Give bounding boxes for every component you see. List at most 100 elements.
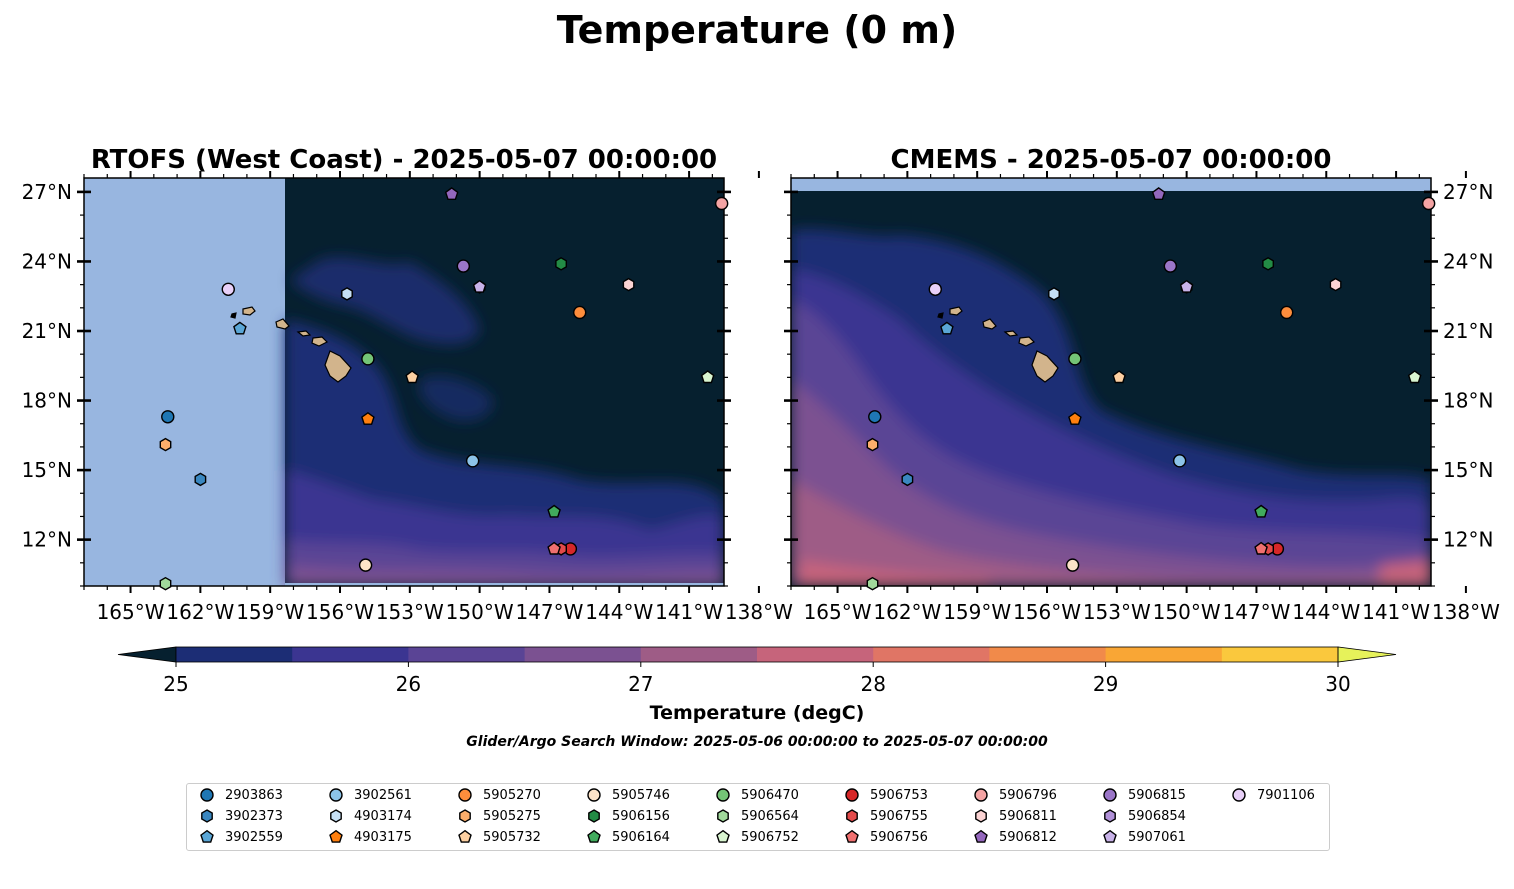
rtofs-x-tick-label: 141°W — [655, 600, 723, 624]
cmems-x-tick-label: 153°W — [1083, 600, 1151, 624]
rtofs-float-5906756 — [547, 541, 561, 555]
rtofs-x-tick-label: 150°W — [446, 600, 514, 624]
legend-marker-5906470 — [716, 788, 730, 802]
rtofs-float-5906811 — [622, 277, 635, 292]
legend-label: 5907061 — [1128, 829, 1186, 845]
cmems-y-tick-label: 18°N — [1443, 389, 1493, 413]
rtofs-y-tick-label: 21°N — [22, 319, 72, 343]
rtofs-panel-title: RTOFS (West Coast) - 2025-05-07 00:00:00 — [91, 145, 717, 175]
rtofs-x-tick-label: 147°W — [515, 600, 583, 624]
cmems-x-tick-label: 150°W — [1153, 600, 1221, 624]
rtofs-float-markers — [159, 187, 729, 591]
hexagon-marker-icon — [846, 809, 858, 823]
legend-item-4903175: 4903175 — [327, 827, 412, 847]
rtofs-y-tick-label: 18°N — [22, 389, 72, 413]
legend-marker-5906752 — [716, 829, 730, 843]
circle-marker-icon — [1232, 788, 1246, 802]
cmems-axis-ticks: 165°W 162°W 159°W 156°W 153°W 150°W 147°W 144°W… — [784, 171, 1500, 624]
rtofs-float-5905732 — [405, 370, 419, 384]
cmems-float-5906164 — [1254, 504, 1268, 518]
cmems-x-tick-label: 144°W — [1292, 600, 1360, 624]
legend-item-5906755: 5906755 — [843, 806, 928, 826]
legend-marker-3902373 — [201, 809, 213, 823]
cmems-float-5906752 — [1407, 370, 1422, 384]
legend-item-5906812: 5906812 — [972, 827, 1057, 847]
legend-label: 5906470 — [741, 787, 799, 803]
colorbar-label: Temperature (degC) — [650, 702, 865, 724]
legend-item-5906756: 5906756 — [843, 827, 928, 847]
legend-label: 5905270 — [483, 787, 541, 803]
legend-marker-5906756 — [845, 829, 859, 843]
legend-label: 3902373 — [225, 808, 283, 824]
circle-marker-icon — [1103, 788, 1117, 802]
cmems-panel-title: CMEMS - 2025-05-07 00:00:00 — [891, 145, 1332, 175]
circle-marker-icon — [716, 788, 730, 802]
colorbar-segment — [1105, 647, 1223, 662]
rtofs-map-panel: RTOFS (West Coast) - 2025-05-07 00:00:00 — [22, 145, 794, 624]
rtofs-float-5906164 — [547, 504, 561, 518]
legend-item-5906164: 5906164 — [585, 827, 670, 847]
pentagon-marker-icon — [587, 829, 601, 843]
cmems-float-5905270 — [1280, 305, 1294, 320]
legend-item-5906470: 5906470 — [714, 785, 799, 805]
rtofs-temperature-field — [285, 178, 724, 586]
hexagon-marker-icon — [588, 809, 600, 823]
legend-marker-5906796 — [974, 788, 988, 802]
legend-marker-3902559 — [200, 829, 214, 843]
rtofs-x-tick-label: 156°W — [306, 600, 374, 624]
legend-marker-5905275 — [459, 809, 471, 823]
cmems-float-5907061 — [1179, 279, 1194, 293]
rtofs-float-3902559 — [233, 321, 247, 335]
cmems-float-4903174 — [1048, 287, 1060, 301]
pentagon-marker-icon — [974, 829, 988, 843]
colorbar-segment — [757, 647, 874, 662]
rtofs-float-3902373 — [194, 472, 207, 487]
legend-marker-5906854 — [1104, 809, 1116, 823]
legend-item-5905746: 5905746 — [585, 785, 670, 805]
legend-label: 3902561 — [354, 787, 412, 803]
cmems-float-5905275 — [866, 437, 879, 452]
colorbar-segment — [1221, 647, 1339, 662]
legend-item-5906815: 5906815 — [1101, 785, 1186, 805]
hexagon-marker-icon — [975, 809, 987, 823]
cmems-y-tick-label: 12°N — [1443, 528, 1493, 552]
pentagon-marker-icon — [716, 829, 730, 843]
search-window-note: Glider/Argo Search Window: 2025-05-06 00… — [466, 734, 1048, 750]
cmems-y-tick-label: 24°N — [1443, 249, 1493, 273]
legend-label: 4903174 — [354, 808, 412, 824]
colorbar-tick-label: 29 — [1093, 672, 1118, 696]
legend-item-5906796: 5906796 — [972, 785, 1057, 805]
cmems-x-tick-label: 156°W — [1013, 600, 1081, 624]
cmems-float-2903863 — [868, 410, 882, 424]
colorbar-segment — [989, 647, 1107, 662]
rtofs-float-5906156 — [555, 256, 567, 271]
pentagon-marker-icon — [329, 829, 343, 843]
circle-marker-icon — [200, 788, 214, 802]
cmems-x-tick-label: 141°W — [1362, 600, 1430, 624]
rtofs-plot-frame — [83, 177, 725, 587]
rtofs-float-7901106 — [221, 282, 235, 296]
hexagon-marker-icon — [1104, 809, 1116, 823]
legend-marker-5905732 — [458, 829, 472, 843]
cmems-float-3902559 — [940, 321, 954, 335]
legend-item-4903174: 4903174 — [327, 806, 412, 826]
rtofs-x-tick-label: 165°W — [97, 600, 165, 624]
colorbar-tick-label: 26 — [396, 672, 421, 696]
legend-label: 3902559 — [225, 829, 283, 845]
legend-item-5906156: 5906156 — [585, 806, 670, 826]
legend-label: 5905732 — [483, 829, 541, 845]
legend-marker-3902561 — [329, 788, 343, 802]
legend-item-3902373: 3902373 — [198, 806, 283, 826]
legend-label: 5906564 — [741, 808, 799, 824]
pentagon-marker-icon — [1103, 829, 1117, 843]
temperature-colorbar: 25 26 27 28 29 30 — [117, 646, 1397, 696]
legend-label: 5906164 — [612, 829, 670, 845]
rtofs-y-tick-label: 24°N — [22, 249, 72, 273]
rtofs-float-5905270 — [573, 305, 587, 320]
legend-marker-5907061 — [1103, 829, 1117, 843]
colorbar-tick-label: 28 — [860, 672, 885, 696]
legend-item-5906753: 5906753 — [843, 785, 928, 805]
rtofs-float-5906812 — [444, 187, 459, 201]
cmems-x-tick-label: 147°W — [1222, 600, 1290, 624]
